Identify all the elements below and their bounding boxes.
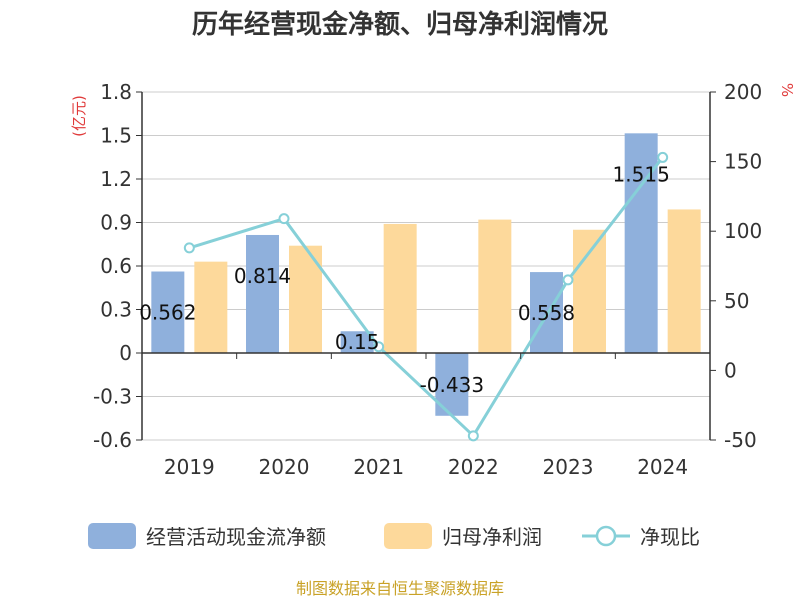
left-tick-label: 1.8 [100, 80, 132, 104]
left-tick-label: 0.6 [100, 254, 132, 278]
right-tick-label: 0 [724, 358, 737, 382]
left-tick-label: -0.3 [93, 385, 132, 409]
ratio-line [183, 151, 669, 442]
ratio-point-2019 [183, 242, 195, 254]
ratio-line-path [188, 156, 664, 439]
left-tick-label: -0.6 [93, 428, 132, 452]
right-axis-unit: % [778, 83, 796, 97]
legend-swatch-1 [384, 523, 432, 549]
ratio-point-2021 [373, 341, 385, 353]
legend-label-1: 归母净利润 [442, 525, 542, 549]
bar-net-profit-2019 [194, 261, 228, 353]
data-label-2024: 1.515 [613, 162, 670, 186]
left-tick-label: 1.2 [100, 167, 132, 191]
ratio-point-2023 [562, 274, 574, 286]
bar-cash-flow-2020 [246, 234, 279, 353]
axes: -0.6 -0.3 0 0.3 0.6 0.9 1.2 1.5 1.8 -50 0 50 100 150 2… [93, 80, 762, 479]
x-tick-label: 2019 [164, 455, 215, 479]
data-label-2022: -0.433 [420, 373, 484, 397]
bar-net-profit-2024 [667, 209, 701, 353]
right-tick-label: 150 [724, 150, 762, 174]
right-tick-label: -50 [724, 428, 757, 452]
left-tick-label: 0 [119, 341, 132, 365]
legend-label-2: 净现比 [640, 525, 700, 549]
right-tick-label: 100 [724, 219, 762, 243]
bars [151, 133, 701, 416]
bar-cash-flow-2019 [151, 271, 185, 353]
chart-title: 历年经营现金净额、归母净利润情况 [192, 9, 608, 40]
data-label-2019: 0.562 [139, 301, 196, 325]
data-label-2021: 0.15 [335, 330, 380, 354]
left-tick-label: 0.9 [100, 211, 132, 235]
legend-swatch-marker [595, 525, 617, 547]
left-tick-label: 0.3 [100, 298, 132, 322]
ratio-point-2022 [467, 430, 479, 442]
legend: 经营活动现金流净额 归母净利润 净现比 [88, 523, 700, 549]
x-tick-label: 2020 [259, 455, 310, 479]
data-labels: 0.562 0.814 0.15 -0.433 0.558 1.515 [139, 162, 670, 396]
ratio-point-2024 [657, 151, 669, 163]
ratio-point-2020 [278, 213, 290, 225]
bar-net-profit-2021 [383, 223, 417, 353]
bar-cash-flow-2021 [340, 331, 374, 353]
right-tick-label: 200 [724, 80, 762, 104]
source-note: 制图数据来自恒生聚源数据库 [296, 579, 504, 598]
x-tick-label: 2023 [543, 455, 594, 479]
x-tick-label: 2022 [448, 455, 499, 479]
legend-swatch-0 [88, 523, 136, 549]
bar-net-profit-2022 [478, 219, 512, 353]
left-axis-unit: (亿元) [70, 95, 88, 137]
left-tick-label: 1.5 [100, 124, 132, 148]
bar-net-profit-2023 [573, 229, 606, 353]
x-tick-label: 2024 [637, 455, 688, 479]
data-label-2023: 0.558 [518, 301, 575, 325]
right-tick-label: 50 [724, 289, 749, 313]
data-label-2020: 0.814 [234, 264, 291, 288]
x-tick-label: 2021 [353, 455, 404, 479]
legend-label-0: 经营活动现金流净额 [146, 525, 326, 549]
